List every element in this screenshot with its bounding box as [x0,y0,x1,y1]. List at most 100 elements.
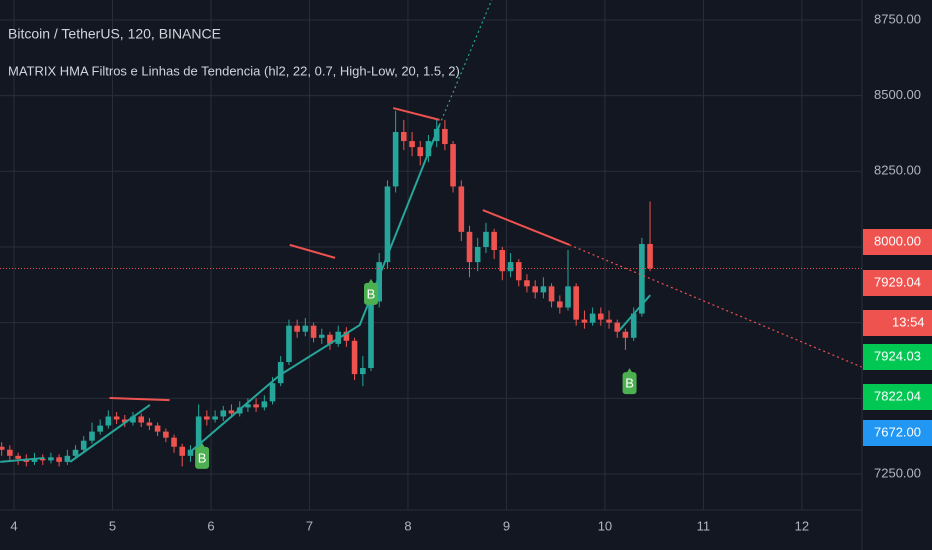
price-label-box [863,344,932,370]
signal: B [195,442,210,469]
x-tick-label: 7 [306,518,313,533]
candle-body [392,131,399,187]
price-label: 7672.00 [874,424,921,439]
candle-body [261,401,268,408]
y-tick-label: 8500.00 [874,87,921,102]
candle-body [269,383,276,402]
candle-body [565,286,571,308]
candle-body [146,422,153,426]
price-label: 13:54 [892,314,925,329]
candle-body [318,334,325,338]
price-label: 7822.04 [874,388,921,403]
candle-body [614,322,621,332]
candle-body [442,128,448,145]
candle-body [80,440,87,450]
candle-body [507,262,514,272]
price-label-box [863,310,932,336]
candle-body [622,331,629,338]
candle-body [351,340,358,375]
candle-body [433,128,440,142]
candle-body [540,286,547,293]
y-tick-label: 8750.00 [874,11,921,26]
candle-body [532,286,539,293]
signal-box [364,282,379,305]
signal: B [622,368,637,395]
x-tick-label: 11 [697,518,711,533]
candle-body [606,319,612,323]
candle-body [499,250,506,272]
x-tick-label: 12 [795,518,809,533]
price-label-box [863,229,932,255]
signal: B [364,278,379,305]
signal-arrow [368,278,375,284]
candle-body [89,431,95,441]
candle-body [327,334,333,344]
candle-body [515,262,522,281]
x-tick-label: 6 [207,518,214,533]
trend-line [618,294,651,331]
candle-body [31,458,38,462]
candle-body [425,141,432,157]
trend-line [289,243,336,259]
candle-body [458,186,465,232]
x-tick-label: 10 [598,518,612,533]
candle-body [105,416,112,426]
trend-line [482,209,570,246]
signal-box [195,446,210,469]
indicator-title: MATRIX HMA Filtros e Linhas de Tendencia… [8,63,460,78]
candle-body [245,404,251,408]
candle-body [39,458,46,461]
trend-line [0,456,45,463]
candle-body [573,286,579,320]
candle-body [524,280,530,287]
candle-body [56,457,62,462]
candle-body [474,246,481,263]
candle-body [121,419,128,423]
y-tick-label: 7250.00 [874,465,921,480]
candle-body [277,361,284,384]
candle-body [15,455,21,459]
candle-body [401,131,407,142]
candle-body [195,416,202,450]
candle-body [630,313,637,338]
chart-title: Bitcoin / TetherUS, 120, BINANCE [8,26,221,42]
candle-body [204,416,210,420]
signal-label: B [198,450,207,465]
candle-body [220,410,227,417]
candle-body [581,319,588,323]
candle-body [171,437,177,447]
candle-body [360,368,366,375]
signal-arrow [626,368,633,374]
candle-body [7,449,13,456]
candle-body [130,416,136,423]
x-tick-label: 8 [404,518,411,533]
candle-body [557,301,563,308]
candle-body [376,262,382,302]
candle-body [450,144,456,187]
trend-line [109,397,170,402]
candle-body [72,449,79,456]
candle-body [179,446,186,456]
candle-body [163,431,169,438]
candle-body [384,186,391,263]
candle-body [212,416,218,420]
signal-label: B [367,286,376,301]
price-label: 7929.04 [874,274,921,289]
signal-label: B [625,376,634,391]
trend-line [189,124,441,453]
candle-body [639,243,645,314]
candle-body [154,425,161,432]
candle-body [647,243,653,269]
candle-body [253,404,259,408]
price-label: 7924.03 [874,348,921,363]
x-tick-label: 9 [503,518,510,533]
price-label-box [863,270,932,296]
candle-body [409,141,415,148]
candle-body [417,147,424,157]
x-tick-label: 4 [10,518,17,533]
candle-body [491,231,497,251]
price-label-box [863,384,932,410]
